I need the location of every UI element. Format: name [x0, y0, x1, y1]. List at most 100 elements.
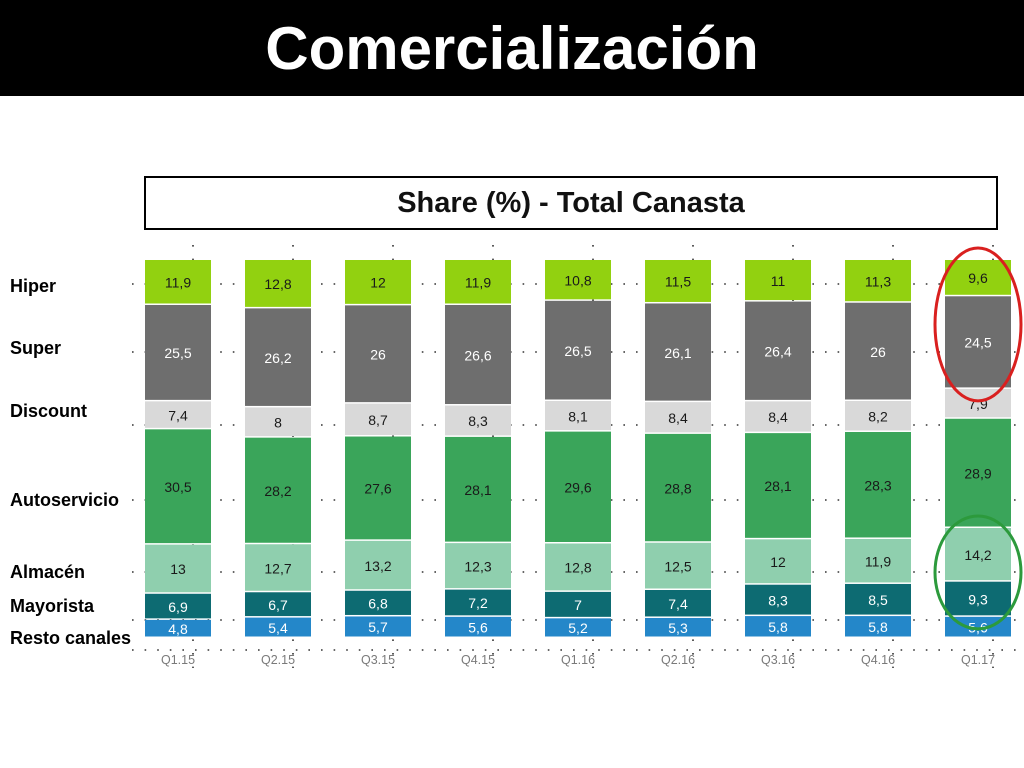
row-label-discount: Discount	[10, 401, 88, 421]
bar-segment-mayorista-Q1.15	[145, 593, 211, 619]
bar-segment-autoservicio-Q2.16	[645, 433, 711, 542]
bar-segment-hiper-Q3.15	[345, 260, 411, 304]
data-label: 26	[870, 344, 886, 360]
bar-segment-resto-canales-Q4.16	[845, 616, 911, 637]
bar-segment-mayorista-Q2.15	[245, 592, 311, 617]
bar-segment-almacn-Q3.16	[745, 539, 811, 584]
bar-segment-discount-Q3.16	[745, 401, 811, 432]
data-label: 5,4	[268, 620, 288, 636]
data-label: 26,1	[664, 345, 691, 361]
data-label: 7,4	[168, 407, 188, 423]
data-label: 5,6	[468, 619, 488, 635]
data-label: 25,5	[164, 345, 191, 361]
row-label-mayorista: Mayorista	[10, 596, 95, 616]
bar-segment-super-Q3.16	[745, 301, 811, 400]
data-label: 28,9	[964, 465, 991, 481]
data-label: 5,7	[368, 619, 388, 635]
highlight-circle-red	[933, 246, 1023, 403]
data-label: 6,9	[168, 599, 188, 615]
data-label: 26,6	[464, 347, 491, 363]
data-label: 8,3	[468, 413, 488, 429]
data-label: 13,2	[364, 558, 391, 574]
bar-segment-discount-Q4.16	[845, 400, 911, 431]
bar-segment-almacn-Q1.15	[145, 544, 211, 593]
data-label: 28,8	[664, 480, 691, 496]
data-label: 5,2	[568, 620, 588, 636]
data-label: 8,4	[668, 410, 688, 426]
bar-segment-discount-Q1.15	[145, 401, 211, 428]
row-label-super: Super	[10, 338, 62, 358]
bar-segment-super-Q3.15	[345, 305, 411, 403]
x-tick-label: Q2.15	[261, 653, 295, 667]
bar-segment-resto-canales-Q2.15	[245, 617, 311, 637]
bar-segment-almacn-Q4.16	[845, 538, 911, 583]
data-label: 28,3	[864, 477, 891, 493]
bar-segment-resto-canales-Q3.16	[745, 616, 811, 637]
bar-segment-mayorista-Q1.17	[945, 581, 1011, 616]
data-label: 9,6	[968, 270, 988, 286]
bar-segment-hiper-Q1.15	[145, 260, 211, 304]
bar-segment-mayorista-Q4.16	[845, 583, 911, 615]
bar-segment-super-Q1.16	[545, 300, 611, 400]
bar-segment-hiper-Q4.15	[445, 260, 511, 304]
x-tick-label: Q1.17	[961, 653, 995, 667]
data-label: 28,1	[764, 478, 791, 494]
data-label: 7,4	[668, 596, 688, 612]
row-label-resto-canales: Resto canales	[10, 628, 132, 648]
bar-segment-super-Q2.15	[245, 308, 311, 406]
data-label: 8,2	[868, 408, 888, 424]
data-label: 24,5	[964, 335, 991, 351]
bar-segment-discount-Q1.17	[945, 388, 1011, 418]
data-label: 8,4	[768, 409, 788, 425]
data-label: 5,8	[768, 619, 788, 635]
data-label: 28,1	[464, 482, 491, 498]
bar-segment-almacn-Q4.15	[445, 543, 511, 589]
bar-segment-mayorista-Q4.15	[445, 589, 511, 616]
data-label: 9,3	[968, 591, 988, 607]
data-label: 6,8	[368, 596, 388, 612]
bar-segment-super-Q1.17	[945, 296, 1011, 388]
x-tick-label: Q4.16	[861, 653, 895, 667]
bar-segment-hiper-Q3.16	[745, 260, 811, 301]
bar-segment-hiper-Q4.16	[845, 260, 911, 302]
data-label: 11	[771, 273, 786, 289]
data-label: 7	[574, 597, 582, 613]
bar-segment-discount-Q4.15	[445, 405, 511, 436]
data-label: 7,9	[968, 396, 988, 412]
bar-segment-autoservicio-Q1.16	[545, 431, 611, 542]
bar-segment-resto-canales-Q2.16	[645, 617, 711, 637]
bar-segment-mayorista-Q2.16	[645, 589, 711, 617]
data-label: 27,6	[364, 481, 391, 497]
data-label: 12,8	[564, 560, 591, 576]
x-tick-label: Q4.15	[461, 653, 495, 667]
bar-segment-resto-canales-Q1.15	[145, 619, 211, 637]
bar-segment-autoservicio-Q3.16	[745, 433, 811, 538]
bar-segment-autoservicio-Q3.15	[345, 436, 411, 540]
bar-segment-almacn-Q1.17	[945, 528, 1011, 581]
data-label: 13	[170, 561, 186, 577]
bar-segment-super-Q4.16	[845, 302, 911, 400]
bar-segment-discount-Q3.15	[345, 403, 411, 436]
data-label: 6,7	[268, 597, 288, 613]
data-label: 11,9	[165, 274, 191, 290]
bar-segment-hiper-Q2.15	[245, 260, 311, 307]
data-label: 26	[370, 347, 386, 363]
data-label: 12,5	[664, 558, 691, 574]
row-label-hiper: Hiper	[10, 276, 57, 296]
bar-segment-autoservicio-Q1.15	[145, 429, 211, 544]
data-label: 14,2	[964, 547, 991, 563]
bar-segment-discount-Q2.16	[645, 402, 711, 433]
chart-title: Share (%) - Total Canasta	[144, 176, 998, 230]
bar-segment-mayorista-Q3.16	[745, 584, 811, 615]
data-label: 26,2	[264, 350, 291, 366]
bar-segment-almacn-Q3.15	[345, 540, 411, 590]
data-label: 29,6	[564, 480, 591, 496]
data-label: 5,8	[868, 619, 888, 635]
x-tick-label: Q1.15	[161, 653, 195, 667]
bar-segment-almacn-Q1.16	[545, 543, 611, 591]
data-label: 8,1	[568, 408, 588, 424]
data-label: 12,3	[464, 558, 491, 574]
data-label: 11,5	[665, 274, 691, 290]
data-label: 7,2	[468, 595, 488, 611]
